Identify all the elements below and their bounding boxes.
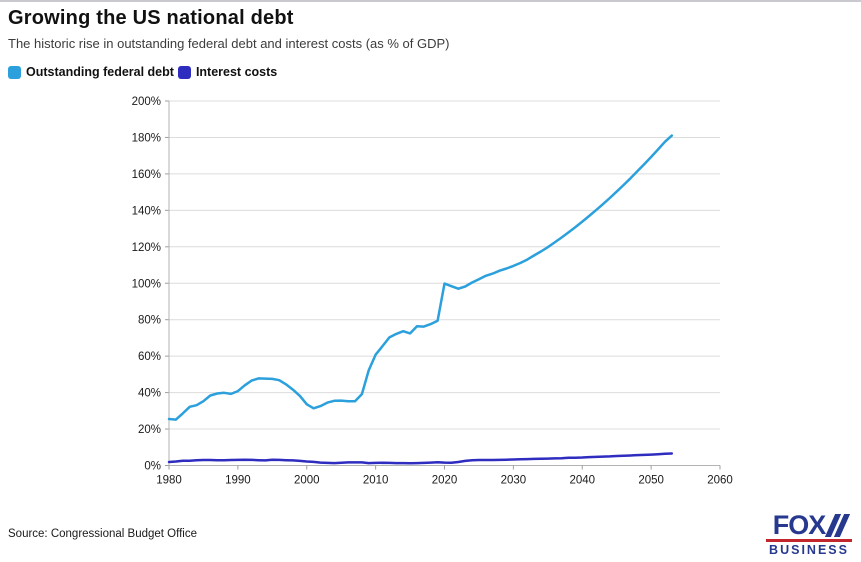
debt-series-line bbox=[167, 134, 674, 421]
y-axis-label: 200% bbox=[132, 96, 161, 108]
x-axis-label: 2060 bbox=[707, 475, 733, 487]
legend-item-interest-costs: Interest costs bbox=[177, 65, 278, 79]
x-axis-label: 1980 bbox=[156, 475, 182, 487]
legend-label-debt: Outstanding federal debt bbox=[26, 65, 174, 79]
y-axis-label: 140% bbox=[132, 205, 161, 217]
x-axis-label: 2040 bbox=[569, 475, 595, 487]
y-axis-label: 20% bbox=[138, 424, 161, 436]
x-axis-label: 2010 bbox=[363, 475, 389, 487]
x-axis-label: 2030 bbox=[501, 475, 527, 487]
fox-business-logo: FOX BUSINESS bbox=[764, 512, 854, 557]
x-axis-label: 1990 bbox=[225, 475, 251, 487]
y-axis-label: 120% bbox=[132, 242, 161, 254]
x-axis-label: 2050 bbox=[638, 475, 664, 487]
page-subtitle: The historic rise in outstanding federal… bbox=[8, 36, 450, 51]
source-credit: Source: Congressional Budget Office bbox=[8, 528, 198, 540]
y-axis-label: 100% bbox=[132, 278, 161, 290]
y-axis-label: 80% bbox=[138, 315, 161, 327]
y-axis-label: 180% bbox=[132, 132, 161, 144]
page-title: Growing the US national debt bbox=[8, 7, 294, 29]
fox-logo-row: FOX bbox=[764, 510, 854, 540]
legend-swatch-debt bbox=[8, 65, 21, 79]
legend-item-outstanding-debt: Outstanding federal debt bbox=[8, 65, 174, 79]
y-axis-label: 0% bbox=[144, 461, 161, 473]
y-axis-label: 40% bbox=[138, 388, 161, 400]
x-axis-label: 2000 bbox=[294, 475, 320, 487]
interest-series-line bbox=[167, 452, 674, 465]
fox-logo-text: FOX bbox=[772, 510, 827, 540]
y-axis-label: 160% bbox=[132, 169, 161, 181]
chart-legend: Outstanding federal debt Interest costs bbox=[8, 65, 277, 79]
fox-logo-red-line bbox=[766, 539, 852, 542]
legend-swatch-interest bbox=[177, 65, 191, 79]
fox-logo-business-text: BUSINESS bbox=[769, 543, 849, 557]
x-axis-label: 2020 bbox=[432, 475, 458, 487]
legend-label-interest: Interest costs bbox=[195, 65, 278, 79]
y-axis-label: 60% bbox=[138, 351, 161, 363]
